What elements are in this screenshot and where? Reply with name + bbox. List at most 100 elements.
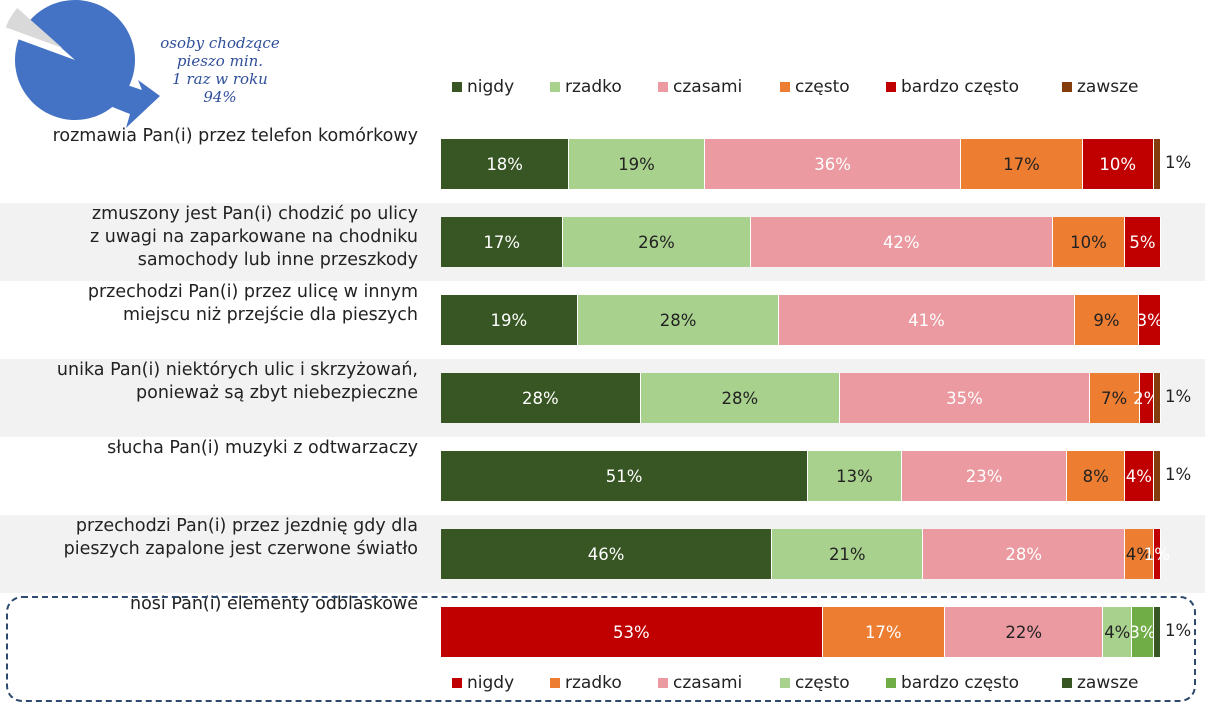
bar-segment: 28% — [640, 373, 841, 423]
pie-annotation: osoby chodzące pieszo min. 1 raz w roku … — [160, 34, 280, 106]
legend-label: zawsze — [1077, 673, 1139, 693]
legend-swatch — [780, 82, 790, 92]
bar-segment: 18% — [441, 139, 570, 189]
legend-swatch — [886, 82, 896, 92]
data-label: 23% — [965, 466, 1003, 486]
category-label: przechodzi Pan(i) przez jezdnię gdy dla … — [63, 516, 418, 559]
legend-item: nigdy — [452, 76, 514, 98]
legend-label: czasami — [673, 77, 743, 97]
data-label: 51% — [605, 466, 643, 486]
data-label: 46% — [587, 544, 625, 564]
category-label: unika Pan(i) niektórych ulic i skrzyżowa… — [56, 360, 418, 403]
bar-segment — [1153, 451, 1161, 501]
legend-label: nigdy — [467, 77, 515, 97]
legend-label: często — [795, 77, 850, 97]
bar-segment: 28% — [441, 373, 641, 423]
data-label: 2% — [1133, 388, 1160, 408]
data-label: 17% — [864, 622, 902, 642]
chart-row: przechodzi Pan(i) przez jezdnię gdy dla … — [0, 515, 1205, 593]
legend-swatch — [550, 82, 560, 92]
category-label: zmuszony jest Pan(i) chodzić po ulicy z … — [90, 204, 418, 270]
legend-label: rzadko — [565, 673, 622, 693]
legend-swatch — [658, 678, 668, 688]
legend-label: bardzo często — [901, 673, 1020, 693]
data-label: 19% — [618, 154, 655, 174]
bar-segment: 35% — [840, 373, 1090, 423]
bar-segment: 17% — [441, 217, 564, 267]
bar-segment — [1153, 607, 1161, 657]
bar-segment: 3% — [1136, 295, 1163, 345]
bar-segment: 53% — [441, 607, 823, 657]
legend-reflective: nigdy rzadko czasami często bardzo często zaw… — [440, 672, 1200, 694]
legend-label: nigdy — [467, 673, 515, 693]
legend-swatch — [780, 678, 790, 688]
pie-chart — [5, 0, 160, 128]
data-label: 19% — [490, 310, 528, 330]
data-label: 9% — [1093, 310, 1120, 330]
data-label: 1% — [1165, 621, 1192, 640]
data-label: 3% — [1136, 310, 1163, 330]
data-label: 1% — [1143, 544, 1170, 564]
category-label: nosi Pan(i) elementy odblaskowe — [129, 594, 418, 614]
bar-segment: 2% — [1133, 373, 1159, 423]
legend-swatch — [886, 678, 896, 688]
data-label: 35% — [946, 388, 983, 408]
bar-segment: 17% — [822, 607, 945, 657]
bar-segment: 19% — [569, 139, 705, 189]
bar-segment: 23% — [901, 451, 1068, 501]
bar-segment: 5% — [1125, 217, 1161, 267]
bar-segment — [1153, 373, 1161, 423]
data-label: 10% — [1099, 154, 1137, 174]
legend-label: często — [795, 673, 850, 693]
data-label: 21% — [828, 544, 866, 564]
data-label: 7% — [1101, 388, 1128, 408]
legend-swatch — [658, 82, 668, 92]
bar-segment: 10% — [1082, 139, 1154, 189]
bar-segment: 10% — [1053, 217, 1125, 267]
legend-swatch — [550, 678, 560, 688]
data-label: 41% — [908, 310, 945, 330]
chart-row: przechodzi Pan(i) przez ulicę w innym mi… — [0, 281, 1205, 359]
data-label: 4% — [1104, 622, 1131, 642]
bar-segment: 4% — [1125, 529, 1154, 579]
bar-segment: 42% — [750, 217, 1053, 267]
bar-segment: 36% — [704, 139, 962, 189]
chart-row: unika Pan(i) niektórych ulic i skrzyżowa… — [0, 359, 1205, 437]
data-label: 1% — [1165, 153, 1192, 172]
bar-segment: 13% — [808, 451, 902, 501]
legend-top: nigdy rzadko czasami często bardzo często zaw… — [440, 76, 1200, 98]
data-label: 8% — [1082, 466, 1109, 486]
data-label: 3% — [1129, 622, 1156, 642]
bar-segment: 28% — [577, 295, 780, 345]
data-label: 4% — [1125, 544, 1152, 564]
legend-label: rzadko — [565, 77, 622, 97]
legend-item: rzadko — [550, 76, 622, 98]
legend-swatch — [1062, 678, 1072, 688]
data-label: 42% — [882, 232, 920, 252]
bar-segment: 4% — [1125, 451, 1154, 501]
data-label: 28% — [521, 388, 559, 408]
data-label: 1% — [1165, 387, 1192, 406]
legend-reflective-item: czasami — [658, 672, 742, 694]
legend-reflective-item: zawsze — [1062, 672, 1138, 694]
legend-label: czasami — [673, 673, 743, 693]
data-label: 1% — [1165, 465, 1192, 484]
chart-row: rozmawia Pan(i) przez telefon komórkowy 1… — [0, 125, 1205, 203]
bar-segment: 26% — [563, 217, 751, 267]
bar-segment: 3% — [1129, 607, 1156, 657]
bar-segment: 46% — [441, 529, 773, 579]
bar-segment: 19% — [441, 295, 578, 345]
pie-slice-walkers — [15, 0, 135, 120]
data-label: 28% — [1005, 544, 1043, 564]
data-label: 5% — [1129, 232, 1156, 252]
legend-label: zawsze — [1077, 77, 1139, 97]
legend-reflective-item: rzadko — [550, 672, 622, 694]
bar-segment: 28% — [923, 529, 1125, 579]
data-label: 28% — [721, 388, 759, 408]
category-label: słucha Pan(i) muzyki z odtwarzaczy — [107, 438, 418, 458]
legend-reflective-item: nigdy — [452, 672, 514, 694]
data-label: 17% — [483, 232, 521, 252]
bar-segment: 9% — [1074, 295, 1140, 345]
pie-slice-rest — [5, 8, 63, 48]
legend-item: zawsze — [1062, 76, 1138, 98]
